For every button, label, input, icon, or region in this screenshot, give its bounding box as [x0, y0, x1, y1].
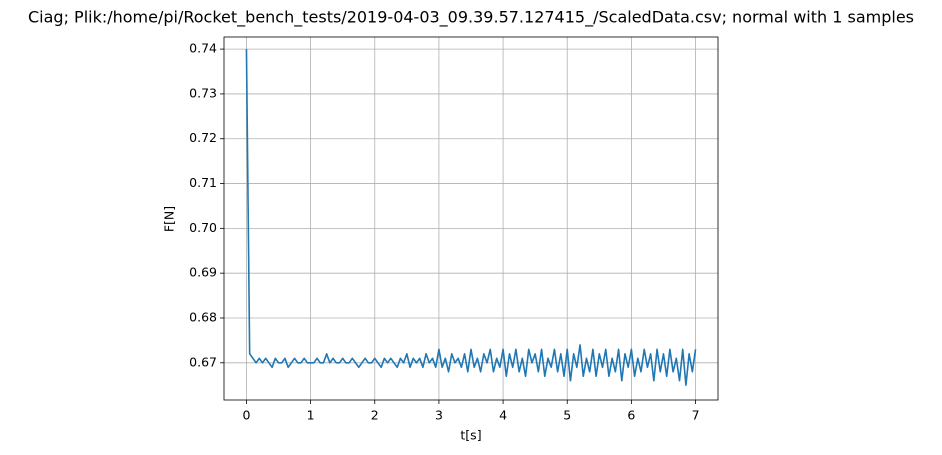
x-tick-label: 7	[692, 408, 700, 423]
x-tick-label: 5	[563, 408, 571, 423]
x-tick-label: 3	[435, 408, 443, 423]
x-tick-label: 2	[371, 408, 379, 423]
x-tick-label: 0	[242, 408, 250, 423]
y-tick-label: 0.72	[189, 130, 217, 145]
x-axis-label: t[s]	[460, 428, 481, 443]
data-line	[245, 49, 697, 387]
chart-title: Ciag; Plik:/home/pi/Rocket_bench_tests/2…	[28, 8, 914, 28]
x-tick-label: 6	[627, 408, 635, 423]
y-tick-label: 0.70	[189, 220, 217, 235]
x-tick-label: 4	[499, 408, 507, 423]
y-tick-label: 0.67	[189, 354, 217, 369]
plot-frame	[223, 36, 719, 401]
y-tick-label: 0.74	[189, 41, 217, 56]
y-tick-label: 0.71	[189, 175, 217, 190]
y-tick-label: 0.73	[189, 85, 217, 100]
y-tick-label: 0.68	[189, 309, 217, 324]
y-axis-label: F[N]	[162, 206, 177, 232]
x-tick-label: 1	[307, 408, 315, 423]
y-tick-label: 0.69	[189, 265, 217, 280]
